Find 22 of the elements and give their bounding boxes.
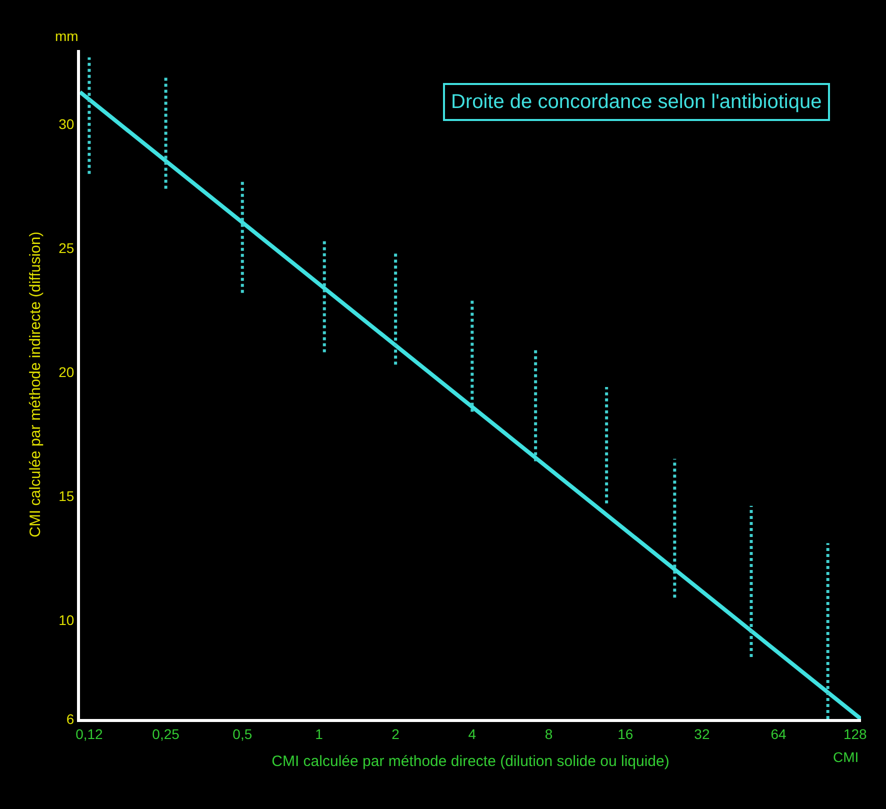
y-tick-label: 20 bbox=[58, 364, 74, 380]
x-tick-label: 2 bbox=[392, 726, 400, 742]
x-tick-label: 1 bbox=[315, 726, 324, 742]
y-tick-label: 25 bbox=[58, 240, 74, 256]
y-tick-label: 6 bbox=[66, 710, 74, 727]
text: Droite de concordance selon l'antibiotique bbox=[451, 91, 822, 113]
x-tick-label: 128 bbox=[843, 726, 868, 742]
y-tick-label: 30 bbox=[58, 116, 74, 132]
x-tick-label: 16 bbox=[618, 726, 634, 742]
y-tick-label: 10 bbox=[58, 612, 74, 628]
x-tick-label: 64 bbox=[770, 726, 787, 742]
x-axis-title: CMI calculée par méthode directe (dilution solide ou liquide) bbox=[272, 752, 670, 770]
y-axis-title: CMI calculée par méthode indirecte (diffusion) bbox=[26, 232, 44, 538]
x-tick-label: 0,12 bbox=[76, 726, 104, 742]
x-tick-label: 0,25 bbox=[152, 726, 180, 742]
text: mm bbox=[55, 28, 78, 44]
x-tick-label: 32 bbox=[694, 726, 710, 742]
x-tick-label: 0,5 bbox=[232, 726, 252, 742]
y-tick-label: 15 bbox=[58, 488, 74, 504]
x-tick-label: 8 bbox=[544, 726, 553, 742]
x-tick-label: 4 bbox=[468, 726, 476, 742]
text: CMI bbox=[833, 749, 859, 765]
